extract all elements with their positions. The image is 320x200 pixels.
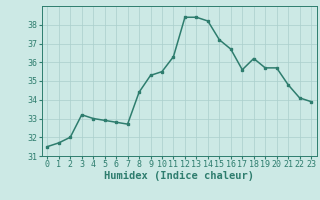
X-axis label: Humidex (Indice chaleur): Humidex (Indice chaleur) [104,171,254,181]
